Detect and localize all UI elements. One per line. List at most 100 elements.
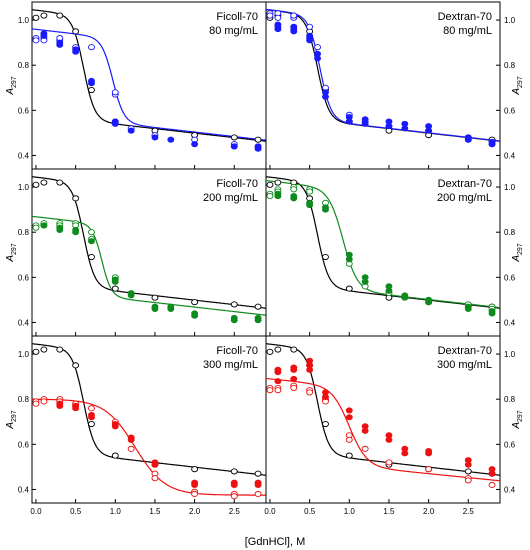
data-point-open [322, 253, 329, 261]
chart-panel: 0.4 0.6 0.8 1.0 A297 Dextran-70 80 mg/mL [265, 1, 524, 170]
data-point-open [88, 44, 95, 51]
y-tick-label: 1.0 [18, 350, 30, 359]
crowder-fit-line [32, 28, 266, 141]
y-tick-label: 0.8 [18, 61, 30, 70]
data-point-filled [274, 26, 282, 33]
y-tick-label: 1.0 [504, 183, 516, 192]
data-point-filled [345, 256, 353, 263]
data-point-filled [290, 195, 298, 202]
data-point-open [32, 14, 40, 21]
y-tick-label: 1.0 [504, 16, 516, 25]
data-point-filled [314, 55, 322, 62]
data-point-open [425, 466, 433, 473]
data-point-open [266, 181, 274, 188]
panel-title: Dextran-70 [438, 11, 492, 23]
panel-subtitle: 80 mg/mL [443, 25, 492, 37]
x-axis-label: [GdnHCl], M [245, 536, 306, 548]
data-point-open [88, 229, 95, 236]
y-tick-label: 0.8 [18, 228, 30, 237]
data-point-filled [88, 238, 95, 245]
data-point-filled [151, 461, 159, 468]
data-point-open [127, 445, 135, 452]
data-point-open [290, 12, 298, 19]
data-point-filled [290, 375, 298, 382]
data-point-open [151, 475, 159, 482]
y-tick-label: 1.0 [18, 183, 30, 192]
plot-area [266, 8, 500, 148]
data-point-filled [56, 226, 64, 233]
data-point-open [191, 490, 199, 498]
data-point-filled [361, 120, 369, 127]
data-point-open [290, 384, 298, 391]
data-point-open [345, 285, 353, 292]
data-point-filled [401, 294, 409, 301]
data-point-filled [56, 41, 64, 48]
data-point-open [314, 44, 322, 51]
data-point-open [385, 459, 393, 466]
data-point-filled [361, 278, 369, 285]
y-tick-label: 0.4 [18, 318, 30, 327]
panel-title: Dextran-70 [438, 178, 492, 190]
plot-frame [31, 1, 267, 170]
data-point-open [290, 346, 298, 353]
panel-title: Ficoll-70 [216, 11, 258, 23]
y-axis-label-sub: 297 [517, 410, 524, 422]
data-point-open [72, 195, 80, 202]
data-point-filled [401, 450, 409, 457]
y-tick-label: 0.8 [504, 395, 516, 404]
data-point-open [306, 188, 314, 195]
data-point-open [111, 285, 119, 292]
y-axis-label: A297 [511, 76, 524, 95]
y-axis-label-main: A [511, 88, 522, 96]
data-point-open [56, 12, 64, 19]
data-point-open [322, 420, 329, 428]
x-tick-label: 1.0 [110, 507, 122, 516]
data-point-filled [401, 125, 409, 132]
data-point-open [191, 299, 199, 306]
data-point-filled [72, 405, 80, 412]
data-point-open [345, 452, 353, 459]
data-point-open [266, 12, 274, 19]
data-point-filled [425, 127, 433, 134]
data-point-open [111, 452, 119, 459]
crowder-fit-line [266, 8, 500, 142]
data-point-filled [254, 481, 262, 488]
data-point-filled [56, 402, 64, 410]
data-point-open [464, 468, 472, 475]
panel-subtitle: 300 mg/mL [203, 359, 258, 371]
data-point-filled [274, 193, 282, 200]
y-axis-label-sub: 297 [11, 410, 18, 422]
panel-subtitle: 300 mg/mL [437, 359, 492, 371]
y-axis-label-main: A [5, 88, 16, 96]
y-tick-label: 0.4 [504, 318, 516, 327]
data-point-open [40, 346, 48, 353]
crowder-fit-line [32, 398, 266, 496]
data-point-filled [254, 145, 262, 152]
data-point-open [88, 420, 95, 428]
data-point-filled [40, 222, 48, 229]
plot-frame [31, 168, 267, 337]
data-point-filled [72, 48, 80, 55]
data-point-open [88, 253, 95, 261]
data-point-open [151, 294, 159, 301]
data-point-filled [464, 136, 472, 143]
panel-title: Dextran-70 [438, 345, 492, 357]
y-tick-label: 0.4 [18, 151, 30, 160]
y-axis-label-sub: 297 [11, 243, 18, 255]
data-point-open [88, 405, 95, 412]
y-tick-label: 0.4 [504, 151, 516, 160]
data-point-filled [290, 366, 298, 373]
x-tick-label: 2.5 [229, 507, 241, 516]
data-point-open [254, 136, 262, 143]
plot-frame [265, 335, 501, 504]
y-tick-label: 0.6 [504, 106, 516, 115]
data-point-open [230, 301, 238, 308]
x-tick-label: 1.0 [344, 507, 356, 516]
data-point-filled [488, 470, 496, 477]
data-point-open [32, 37, 40, 44]
data-point-filled [464, 461, 472, 468]
crowder-fit-line [32, 215, 266, 316]
chart-panel: 0.4 0.6 0.8 1.0 A297 Dextran-70 200 mg/mL [265, 168, 524, 337]
data-point-filled [127, 127, 135, 134]
data-point-filled [72, 229, 80, 236]
